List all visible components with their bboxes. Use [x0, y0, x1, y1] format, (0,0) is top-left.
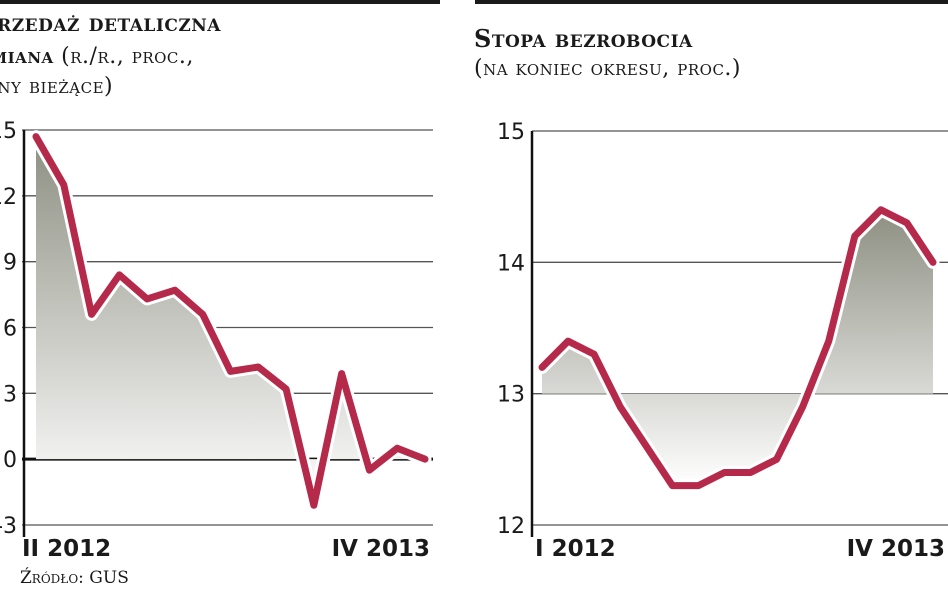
y-tick-label: 6 — [3, 317, 17, 342]
data-point — [91, 313, 93, 315]
y-tick-label: 15 — [0, 119, 17, 144]
right-chart: 15 14 13 12 I 2012 IV 2013 — [497, 120, 948, 562]
area-fill — [542, 209, 933, 486]
x-label-end: IV 2013 — [847, 536, 945, 562]
left-top-rule — [0, 0, 440, 4]
left-chart-subtitle-rest: (r./r., proc., — [61, 44, 194, 69]
data-point — [619, 406, 621, 408]
data-point — [567, 340, 569, 342]
right-top-rule — [475, 0, 948, 4]
y-tick-label: 12 — [0, 185, 17, 210]
data-point — [723, 471, 725, 473]
left-chart-subtitle-line-1: Zmiana (r./r., proc., — [0, 43, 194, 69]
data-point — [313, 504, 315, 506]
right-chart-subtitle: (na koniec okresu, proc.) — [474, 56, 741, 81]
data-point — [285, 388, 287, 390]
left-chart-title: Sprzedaż detaliczna — [0, 8, 221, 37]
data-point — [802, 406, 804, 408]
data-point — [880, 209, 882, 211]
data-point — [593, 353, 595, 355]
data-point — [645, 445, 647, 447]
y-tick-label: 13 — [497, 383, 525, 408]
left-chart-subtitle-bold: Zmiana — [0, 43, 54, 69]
y-tick-label: 14 — [497, 251, 525, 276]
data-point — [828, 340, 830, 342]
data-point — [697, 485, 699, 487]
data-point — [854, 235, 856, 237]
y-tick-label: 12 — [497, 514, 525, 539]
data-point — [541, 366, 543, 368]
data-point — [257, 366, 259, 368]
source-note: Źródło: GUS — [20, 568, 129, 588]
data-point — [424, 458, 426, 460]
data-point — [368, 469, 370, 471]
data-point — [174, 289, 176, 291]
y-tick-label: 15 — [497, 120, 525, 145]
left-chart: 15 12 9 6 3 0 -3II 2012 IV 2013 — [0, 119, 433, 562]
data-point — [118, 274, 120, 276]
data-point — [396, 447, 398, 449]
data-point — [146, 298, 148, 300]
data-point — [750, 471, 752, 473]
y-tick-label: -3 — [0, 514, 17, 539]
series-line — [538, 206, 937, 490]
data-point — [776, 458, 778, 460]
x-label-start: II 2012 — [22, 536, 111, 562]
area-fill — [36, 136, 425, 506]
x-label-end: IV 2013 — [332, 536, 430, 562]
right-chart-title: Stopa bezrobocia — [474, 24, 693, 53]
data-point — [341, 373, 343, 375]
y-tick-label: 0 — [3, 448, 17, 473]
x-label-start: I 2012 — [535, 536, 616, 562]
left-chart-subtitle-line-2: ceny bieżące) — [0, 74, 114, 99]
data-point — [63, 184, 65, 186]
data-point — [671, 485, 673, 487]
data-point — [35, 136, 37, 138]
data-point — [932, 261, 934, 263]
y-tick-label: 3 — [3, 382, 17, 407]
data-point — [906, 222, 908, 224]
data-point — [202, 313, 204, 315]
y-tick-label: 9 — [3, 251, 17, 276]
data-point — [230, 370, 231, 372]
